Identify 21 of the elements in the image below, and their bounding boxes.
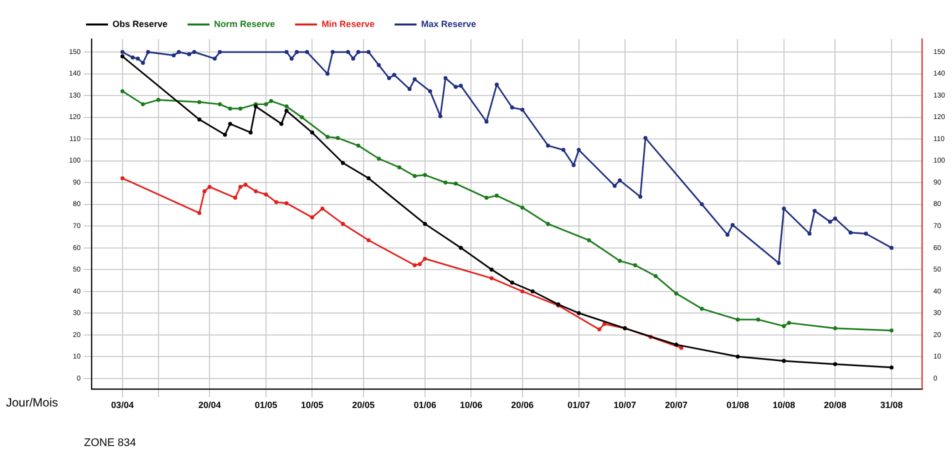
x-axis-title: Jour/Mois [6,396,58,410]
x-tick-label: 31/08 [880,400,903,410]
x-tick-label: 20/07 [664,400,688,410]
x-tick-label: 20/08 [824,400,846,410]
legend-label: Min Reserve [322,18,375,29]
x-tick-label: 10/08 [772,400,796,410]
x-tick-label: 10/07 [614,400,636,410]
x-tick-label: 03/04 [111,400,134,410]
x-tick-label: 01/07 [568,400,590,410]
x-tick-label: 20/06 [511,400,534,410]
x-tick-label: 10/06 [460,400,482,410]
x-tick-label: 01/05 [254,400,278,410]
x-tick-label: 01/06 [414,400,436,410]
legend-label: Max Reserve [421,18,476,29]
text: ZONE 834 [84,437,136,450]
x-tick-label: 20/05 [352,400,375,410]
legend-label: Norm Reserve [214,18,276,29]
x-tick-label: 20/04 [198,400,221,410]
legend-label: Obs Reserve [112,18,168,29]
x-tick-label: 01/08 [726,400,749,410]
x-tick-label: 10/05 [300,400,324,410]
